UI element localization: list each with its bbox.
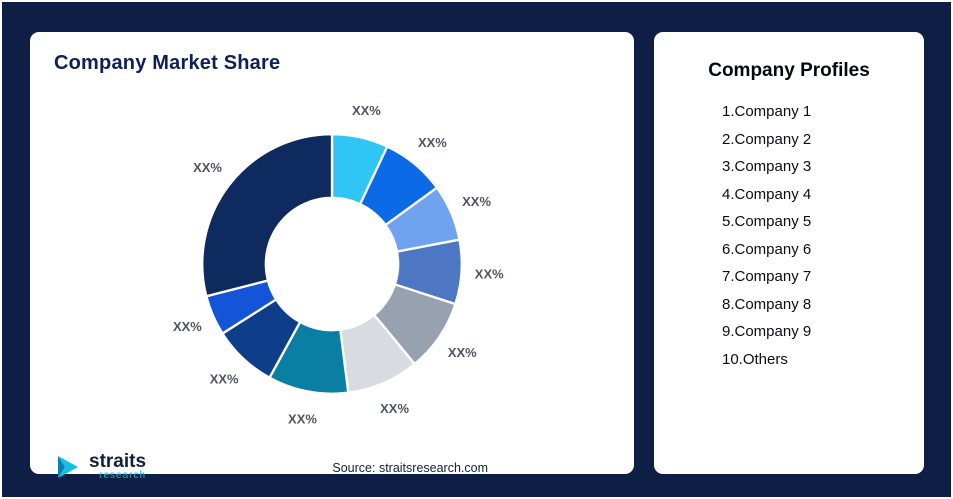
company-profile-item: 2.Company 2 (722, 130, 812, 148)
segment-value-label: XX% (288, 411, 317, 426)
company-profiles-list: 1.Company 1 2.Company 2 3.Company 3 4.Co… (674, 98, 904, 373)
company-profile-item: 8.Company 8 (722, 295, 812, 313)
straits-arrow-icon (58, 456, 78, 478)
straits-research-logo: straits research (56, 451, 147, 481)
segment-value-label: XX% (352, 103, 381, 118)
segment-value-label: XX% (193, 160, 222, 175)
company-profile-item: 1.Company 1 (722, 103, 812, 120)
profiles-title: Company Profiles (708, 60, 870, 81)
market-share-card: Company Market Share XX% XX% XX% XX% XX% XX% X… (30, 32, 634, 481)
segment-value-label: XX% (462, 194, 491, 209)
donut-chart: XX% XX% XX% XX% XX% XX% XX% XX% XX% XX% (173, 103, 504, 426)
segment-value-label: XX% (448, 345, 477, 360)
company-profile-item: 9.Company 9 (722, 323, 812, 340)
company-profile-item: 6.Company 6 (722, 240, 812, 258)
logo-text: straits research (89, 451, 147, 481)
company-profiles-card: Company Profiles 1.Company 1 2.Company 2… (654, 32, 924, 474)
source-attribution: Source: straitsresearch.com (332, 461, 488, 475)
company-profile-item: 3.Company 3 (722, 158, 812, 175)
segment-value-label: XX% (173, 319, 202, 334)
company-profile-item: 10.Others (722, 350, 788, 368)
segment-value-label: XX% (475, 267, 504, 282)
card-footer: straits research Source: straitsresearch… (54, 451, 610, 483)
logo-text-sub: research (99, 470, 147, 481)
segment-value-label: XX% (380, 401, 409, 416)
chart-title: Company Market Share (54, 52, 281, 74)
donut-segment (201, 133, 334, 298)
company-profile-item: 5.Company 5 (722, 213, 812, 230)
segment-value-label: XX% (418, 135, 447, 150)
segment-value-label: XX% (210, 371, 239, 386)
donut-chart-container: XX% XX% XX% XX% XX% XX% XX% XX% XX% XX% (54, 75, 610, 453)
company-profile-item: 4.Company 4 (722, 185, 812, 203)
company-profile-item: 7.Company 7 (722, 268, 812, 285)
logo-text-main: straits (89, 451, 147, 472)
